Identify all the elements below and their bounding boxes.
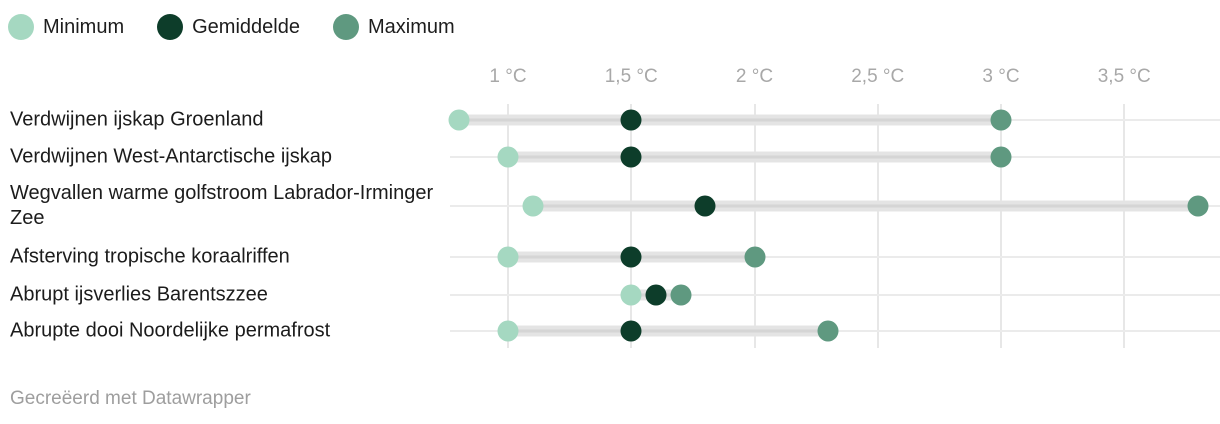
range-bar-stripe bbox=[532, 204, 1199, 208]
dot-minimum-verdwijnen-ijskap-groenland[interactable] bbox=[448, 109, 470, 131]
dot-gemiddelde-afsterving-tropische-koraalriffen[interactable] bbox=[620, 246, 642, 268]
dot-minimum-verdwijnen-west-antarctische-ijskap[interactable] bbox=[497, 146, 519, 168]
legend-item-minimum: Minimum bbox=[8, 14, 124, 40]
range-bar-stripe bbox=[508, 329, 829, 333]
dot-gemiddelde-abrupt-ijsverlies-barentszzee[interactable] bbox=[645, 284, 667, 306]
dot-maximum-verdwijnen-ijskap-groenland[interactable] bbox=[990, 109, 1012, 131]
dot-gemiddelde-verdwijnen-west-antarctische-ijskap[interactable] bbox=[620, 146, 642, 168]
row-baseline bbox=[450, 256, 1220, 258]
legend-item-maximum: Maximum bbox=[332, 14, 455, 40]
gridline-3-c bbox=[1000, 104, 1002, 348]
gridline-1-c bbox=[507, 104, 509, 348]
dot-maximum-afsterving-tropische-koraalriffen[interactable] bbox=[744, 246, 765, 268]
dot-maximum-wegvallen-warme-golfstroom-labrador-irminger-zee[interactable] bbox=[1187, 195, 1209, 217]
row-label-wegvallen-warme-golfstroom-labrador-irminger-zee: Wegvallen warme golfstroom Labrador-Irmi… bbox=[10, 182, 434, 229]
row-label-abrupte-dooi-noordelijke-permafrost: Abrupte dooi Noordelijke permafrost bbox=[10, 319, 331, 342]
axis-tick-label-1-5-c: 1,5 °C bbox=[604, 66, 658, 87]
legend-dot-icon-gemiddelde bbox=[157, 14, 184, 40]
dot-maximum-abrupt-ijsverlies-barentszzee[interactable] bbox=[670, 284, 692, 306]
axis-tick-label-1-c: 1 °C bbox=[489, 66, 527, 87]
range-bar-stripe bbox=[458, 118, 1001, 122]
dot-minimum-wegvallen-warme-golfstroom-labrador-irminger-zee[interactable] bbox=[522, 195, 544, 217]
row-label-abrupt-ijsverlies-barentszzee: Abrupt ijsverlies Barentszzee bbox=[10, 283, 268, 306]
row-label-afsterving-tropische-koraalriffen: Afsterving tropische koraalriffen bbox=[10, 245, 290, 268]
gridline-3-5-c bbox=[1123, 104, 1126, 348]
gridline-2-c bbox=[753, 104, 756, 348]
dot-maximum-verdwijnen-west-antarctische-ijskap[interactable] bbox=[990, 146, 1012, 168]
dot-minimum-abrupte-dooi-noordelijke-permafrost[interactable] bbox=[497, 320, 519, 342]
dot-gemiddelde-verdwijnen-ijskap-groenland[interactable] bbox=[620, 109, 642, 131]
legend: Minimum Gemiddelde Maximum bbox=[8, 14, 455, 40]
gridline-1-5-c bbox=[630, 104, 633, 348]
legend-item-gemiddelde: Gemiddelde bbox=[157, 14, 300, 40]
legend-label-maximum: Maximum bbox=[367, 16, 455, 38]
row-label-verdwijnen-ijskap-groenland: Verdwijnen ijskap Groenland bbox=[10, 108, 264, 131]
legend-dot-icon-minimum bbox=[8, 14, 34, 40]
legend-label-gemiddelde: Gemiddelde bbox=[192, 16, 300, 38]
dot-minimum-abrupt-ijsverlies-barentszzee[interactable] bbox=[620, 284, 642, 306]
dot-gemiddelde-wegvallen-warme-golfstroom-labrador-irminger-zee[interactable] bbox=[694, 195, 716, 217]
axis-tick-label-2-5-c: 2,5 °C bbox=[851, 66, 905, 87]
gridline-2-5-c bbox=[876, 104, 879, 348]
axis-tick-label-3-5-c: 3,5 °C bbox=[1097, 66, 1151, 87]
axis-tick-label-3-c: 3 °C bbox=[982, 66, 1020, 87]
row-baseline bbox=[450, 294, 1220, 296]
dot-minimum-afsterving-tropische-koraalriffen[interactable] bbox=[497, 246, 519, 268]
range-bar-stripe bbox=[508, 155, 1001, 159]
legend-label-minimum: Minimum bbox=[43, 16, 125, 38]
axis-tick-label-2-c: 2 °C bbox=[735, 66, 774, 87]
dot-gemiddelde-abrupte-dooi-noordelijke-permafrost[interactable] bbox=[620, 320, 642, 342]
row-label-verdwijnen-west-antarctische-ijskap: Verdwijnen West-Antarctische ijskap bbox=[10, 145, 332, 168]
legend-dot-icon-maximum bbox=[332, 14, 359, 40]
dot-maximum-abrupte-dooi-noordelijke-permafrost[interactable] bbox=[817, 320, 839, 342]
datawrapper-credit-link[interactable]: Gecreëerd met Datawrapper bbox=[10, 388, 251, 409]
